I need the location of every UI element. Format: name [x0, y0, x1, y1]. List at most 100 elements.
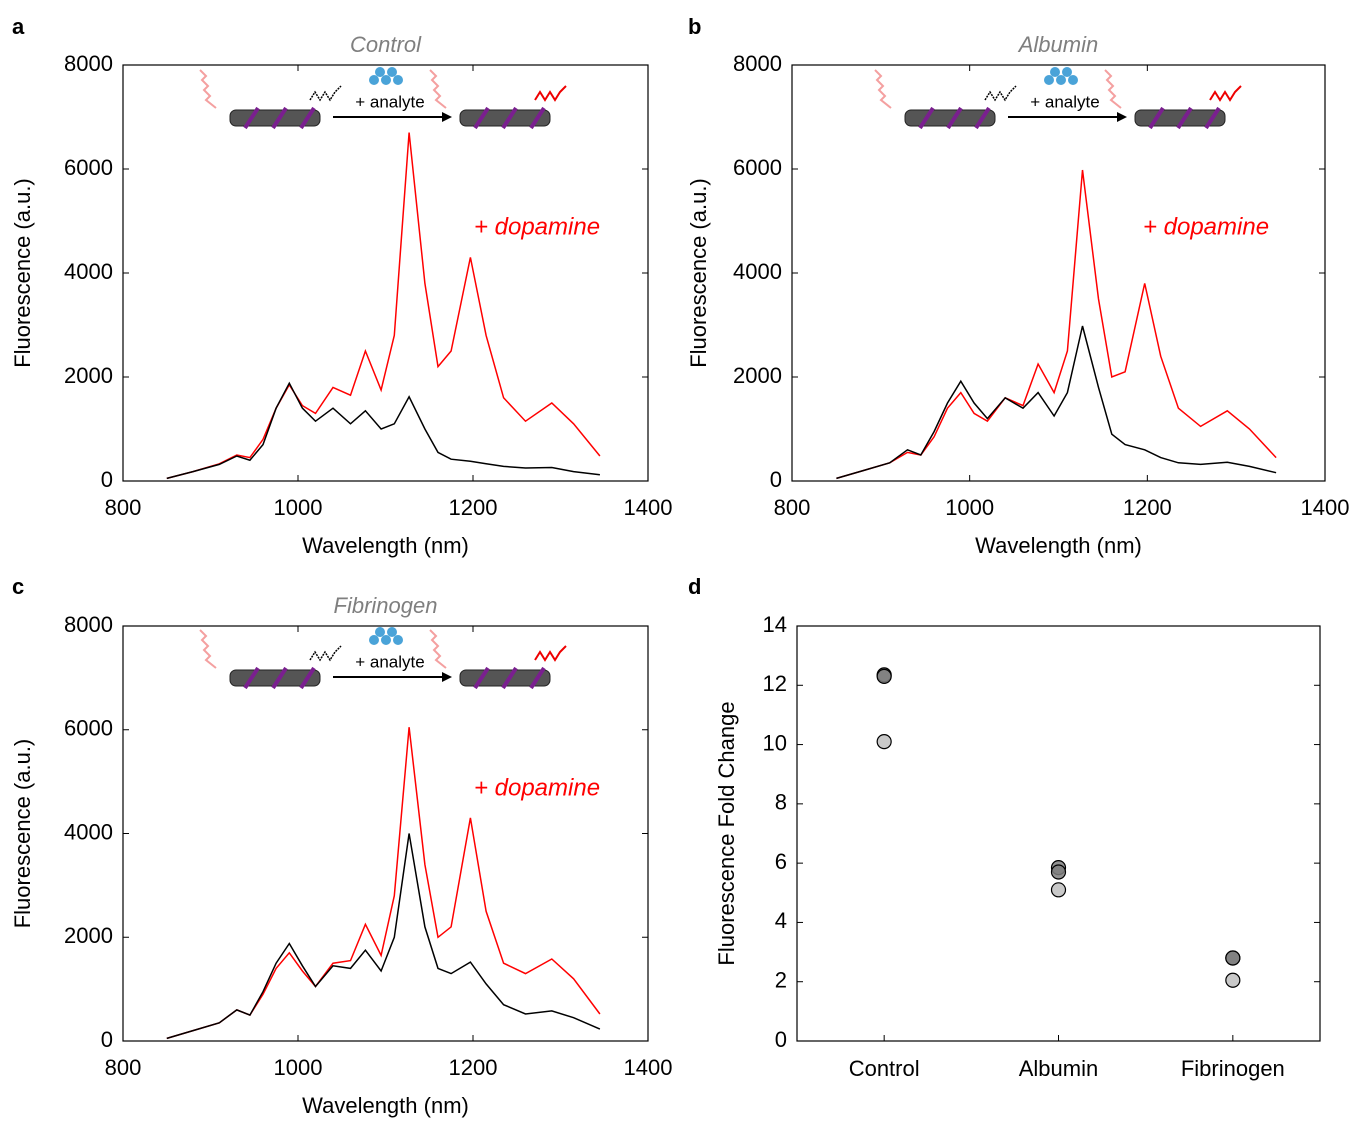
dna-wrap	[243, 106, 260, 130]
x-tick-label: 800	[105, 1055, 142, 1080]
x-tick-label: 1400	[624, 1055, 673, 1080]
analyte	[381, 75, 391, 85]
chart-title: Albumin	[1017, 32, 1098, 57]
emission	[534, 85, 567, 102]
dna-wrap	[1148, 106, 1165, 130]
arrow-head	[442, 112, 452, 122]
inset-label: + analyte	[355, 92, 424, 111]
plot-frame	[796, 625, 1321, 1042]
panel-letter: c	[12, 574, 24, 599]
y-tick-label: 6000	[64, 155, 113, 180]
analyte	[1062, 67, 1072, 77]
y-tick-label: 14	[763, 612, 787, 637]
chart-title: Fibrinogen	[334, 593, 438, 618]
inset-label: + analyte	[355, 652, 424, 671]
annotation: + dopamine	[474, 213, 600, 240]
dna-wrap	[918, 106, 935, 130]
analyte	[393, 635, 403, 645]
excitation	[429, 69, 447, 109]
annotation: + dopamine	[1143, 213, 1269, 240]
analyte	[387, 67, 397, 77]
chart-title: Control	[350, 32, 422, 57]
excitation	[874, 69, 892, 109]
excitation	[1104, 69, 1122, 109]
x-tick-label: 1000	[274, 1055, 323, 1080]
y-axis-label: Fluorescence (a.u.)	[686, 178, 711, 368]
y-tick-label: 12	[763, 671, 787, 696]
panel-letter: a	[12, 14, 25, 39]
analyte	[375, 67, 385, 77]
emission	[1209, 85, 1242, 102]
y-tick-label: 8000	[64, 612, 113, 637]
x-tick-label: Albumin	[1019, 1056, 1098, 1081]
dna-wrap	[473, 666, 490, 690]
arrow-head	[1117, 112, 1127, 122]
analyte	[1056, 75, 1066, 85]
excitation	[199, 629, 217, 669]
y-tick-label: 0	[770, 467, 782, 492]
x-tick-label: 1200	[1123, 495, 1172, 520]
inset-label: + analyte	[1030, 92, 1099, 111]
y-tick-label: 2000	[64, 923, 113, 948]
dna-wrap	[946, 106, 963, 130]
inset: + analyte	[199, 627, 567, 690]
y-tick-label: 4000	[64, 259, 113, 284]
x-axis-label: Wavelength (nm)	[975, 533, 1142, 558]
y-axis-label: Fluorescence Fold Change	[714, 701, 739, 965]
y-tick-label: 8000	[733, 51, 782, 76]
y-tick-label: 8000	[64, 51, 113, 76]
y-tick-label: 10	[763, 730, 787, 755]
plot-frame	[122, 64, 649, 482]
analyte	[369, 75, 379, 85]
emission	[309, 85, 342, 102]
analyte	[1068, 75, 1078, 85]
analyte	[387, 627, 397, 637]
analyte	[1044, 75, 1054, 85]
y-tick-label: 4000	[64, 819, 113, 844]
y-axis-label: Fluorescence (a.u.)	[10, 739, 35, 929]
dna-wrap	[501, 666, 518, 690]
spectrum-line	[166, 833, 601, 1040]
spectrum-line	[166, 132, 601, 480]
y-tick-label: 0	[101, 1027, 113, 1052]
inset: + analyte	[199, 67, 567, 130]
x-tick-label: 1200	[449, 1055, 498, 1080]
dna-wrap	[299, 666, 316, 690]
analyte	[381, 635, 391, 645]
analyte	[369, 635, 379, 645]
dna-wrap	[529, 666, 546, 690]
x-tick-label: Fibrinogen	[1181, 1056, 1285, 1081]
emission	[309, 645, 342, 662]
dna-wrap	[1204, 106, 1221, 130]
y-tick-label: 0	[775, 1027, 787, 1052]
analyte	[393, 75, 403, 85]
x-tick-label: 1400	[624, 495, 673, 520]
x-tick-label: 800	[105, 495, 142, 520]
plot-frame	[122, 625, 649, 1042]
x-tick-label: 800	[774, 495, 811, 520]
x-axis-label: Wavelength (nm)	[302, 1093, 469, 1118]
dna-wrap	[1176, 106, 1193, 130]
panel-letter: b	[688, 14, 701, 39]
panel-letter: d	[688, 574, 701, 599]
data-point	[1225, 972, 1241, 988]
y-tick-label: 2	[775, 968, 787, 993]
y-axis-label: Fluorescence (a.u.)	[10, 178, 35, 368]
data-point	[876, 668, 892, 684]
dna-wrap	[974, 106, 991, 130]
analyte	[1050, 67, 1060, 77]
x-axis-label: Wavelength (nm)	[302, 533, 469, 558]
dna-wrap	[271, 666, 288, 690]
analyte	[375, 627, 385, 637]
dna-wrap	[529, 106, 546, 130]
data-point	[1050, 882, 1067, 898]
inset: + analyte	[874, 67, 1242, 130]
data-point	[1225, 950, 1241, 966]
y-tick-label: 2000	[64, 363, 113, 388]
y-tick-label: 6	[775, 849, 787, 874]
excitation	[429, 629, 447, 669]
data-point	[876, 734, 892, 750]
y-tick-label: 4000	[733, 259, 782, 284]
y-tick-label: 2000	[733, 363, 782, 388]
